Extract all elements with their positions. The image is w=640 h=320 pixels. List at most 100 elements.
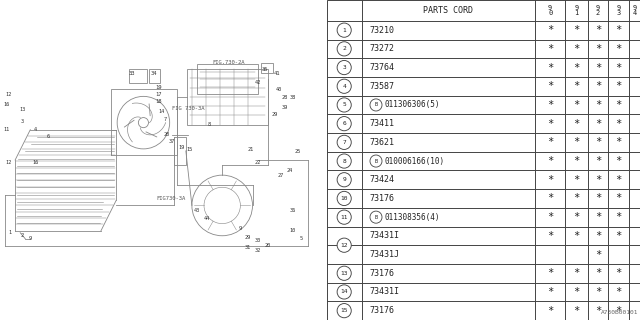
Text: 010006166(10): 010006166(10) xyxy=(385,156,445,165)
Text: *: * xyxy=(573,44,579,54)
Text: 16: 16 xyxy=(32,159,38,164)
Text: *: * xyxy=(573,231,579,241)
Text: 73587: 73587 xyxy=(370,82,395,91)
Text: 32: 32 xyxy=(255,248,260,253)
Text: *: * xyxy=(573,306,579,316)
Text: 3: 3 xyxy=(342,65,346,70)
Circle shape xyxy=(337,304,351,318)
Text: *: * xyxy=(595,306,601,316)
Circle shape xyxy=(337,79,351,93)
Text: *: * xyxy=(547,194,553,204)
Text: 42: 42 xyxy=(255,80,260,85)
Text: B: B xyxy=(374,158,378,164)
Text: 29: 29 xyxy=(244,235,251,240)
Text: 6: 6 xyxy=(342,121,346,126)
Text: *: * xyxy=(573,194,579,204)
Text: 18: 18 xyxy=(155,99,161,104)
Text: *: * xyxy=(547,119,553,129)
Text: 19: 19 xyxy=(179,145,185,150)
Text: 11: 11 xyxy=(3,127,9,132)
Text: 6: 6 xyxy=(47,134,50,139)
Text: *: * xyxy=(595,212,601,222)
Text: 8: 8 xyxy=(342,158,346,164)
Text: 73764: 73764 xyxy=(370,63,395,72)
Text: *: * xyxy=(595,100,601,110)
Text: 9
1: 9 1 xyxy=(574,5,579,16)
Circle shape xyxy=(337,210,351,224)
Bar xyxy=(129,69,147,83)
Text: 2: 2 xyxy=(342,46,346,51)
Text: 1: 1 xyxy=(342,28,346,33)
Text: 19: 19 xyxy=(155,85,161,90)
Text: 27: 27 xyxy=(278,173,284,178)
Bar xyxy=(197,64,257,94)
Text: 36: 36 xyxy=(290,208,296,213)
Circle shape xyxy=(337,154,351,168)
Text: 5: 5 xyxy=(300,236,303,241)
Text: FIG 730-3A: FIG 730-3A xyxy=(172,106,204,110)
Text: 28: 28 xyxy=(282,95,288,100)
Text: 5: 5 xyxy=(342,102,346,108)
Text: 34: 34 xyxy=(150,71,157,76)
Text: *: * xyxy=(547,212,553,222)
Text: 73176: 73176 xyxy=(370,269,395,278)
Text: 41: 41 xyxy=(273,71,280,76)
Circle shape xyxy=(337,191,351,205)
Text: 37: 37 xyxy=(168,139,175,144)
Text: *: * xyxy=(547,81,553,91)
Text: *: * xyxy=(616,62,621,73)
Text: A730B00101: A730B00101 xyxy=(601,310,639,315)
Bar xyxy=(173,137,186,165)
Circle shape xyxy=(337,42,351,56)
Text: *: * xyxy=(595,231,601,241)
Text: 20: 20 xyxy=(164,132,170,137)
Text: 14: 14 xyxy=(340,290,348,294)
Circle shape xyxy=(337,98,351,112)
Circle shape xyxy=(370,211,382,223)
Text: *: * xyxy=(616,175,621,185)
Text: *: * xyxy=(616,81,621,91)
Text: PARTS CORD: PARTS CORD xyxy=(423,6,474,15)
Circle shape xyxy=(337,173,351,187)
Text: *: * xyxy=(616,231,621,241)
Bar xyxy=(150,69,159,83)
Text: *: * xyxy=(573,81,579,91)
Text: 73431I: 73431I xyxy=(370,231,399,240)
Text: 9: 9 xyxy=(29,236,32,241)
Text: 17: 17 xyxy=(155,92,161,97)
Text: *: * xyxy=(595,156,601,166)
Text: 73176: 73176 xyxy=(370,306,395,315)
Text: *: * xyxy=(616,25,621,35)
Text: 73210: 73210 xyxy=(370,26,395,35)
Text: 13: 13 xyxy=(19,107,26,112)
Text: *: * xyxy=(616,268,621,278)
Text: FIG730-3A: FIG730-3A xyxy=(157,196,186,201)
Text: *: * xyxy=(547,306,553,316)
Text: *: * xyxy=(573,137,579,147)
Text: 9
2: 9 2 xyxy=(596,5,600,16)
Text: 35: 35 xyxy=(261,67,268,72)
Circle shape xyxy=(337,285,351,299)
Text: *: * xyxy=(616,287,621,297)
Text: *: * xyxy=(547,25,553,35)
Text: 40: 40 xyxy=(276,87,282,92)
Text: 25: 25 xyxy=(295,149,301,155)
Text: 16: 16 xyxy=(3,102,9,107)
Text: 43: 43 xyxy=(194,208,200,213)
Text: 9
3: 9 3 xyxy=(616,5,621,16)
Text: *: * xyxy=(573,62,579,73)
Text: 8: 8 xyxy=(207,122,211,127)
Text: 9
0: 9 0 xyxy=(548,5,552,16)
Bar xyxy=(187,69,268,125)
Text: *: * xyxy=(616,44,621,54)
Circle shape xyxy=(337,116,351,131)
Text: 7: 7 xyxy=(164,117,167,122)
Text: *: * xyxy=(595,119,601,129)
Text: 39: 39 xyxy=(282,105,288,110)
Text: 73621: 73621 xyxy=(370,138,395,147)
Text: 12: 12 xyxy=(340,243,348,248)
Text: *: * xyxy=(547,175,553,185)
Text: 38: 38 xyxy=(290,95,296,100)
Text: 3: 3 xyxy=(20,119,24,124)
Text: *: * xyxy=(595,44,601,54)
